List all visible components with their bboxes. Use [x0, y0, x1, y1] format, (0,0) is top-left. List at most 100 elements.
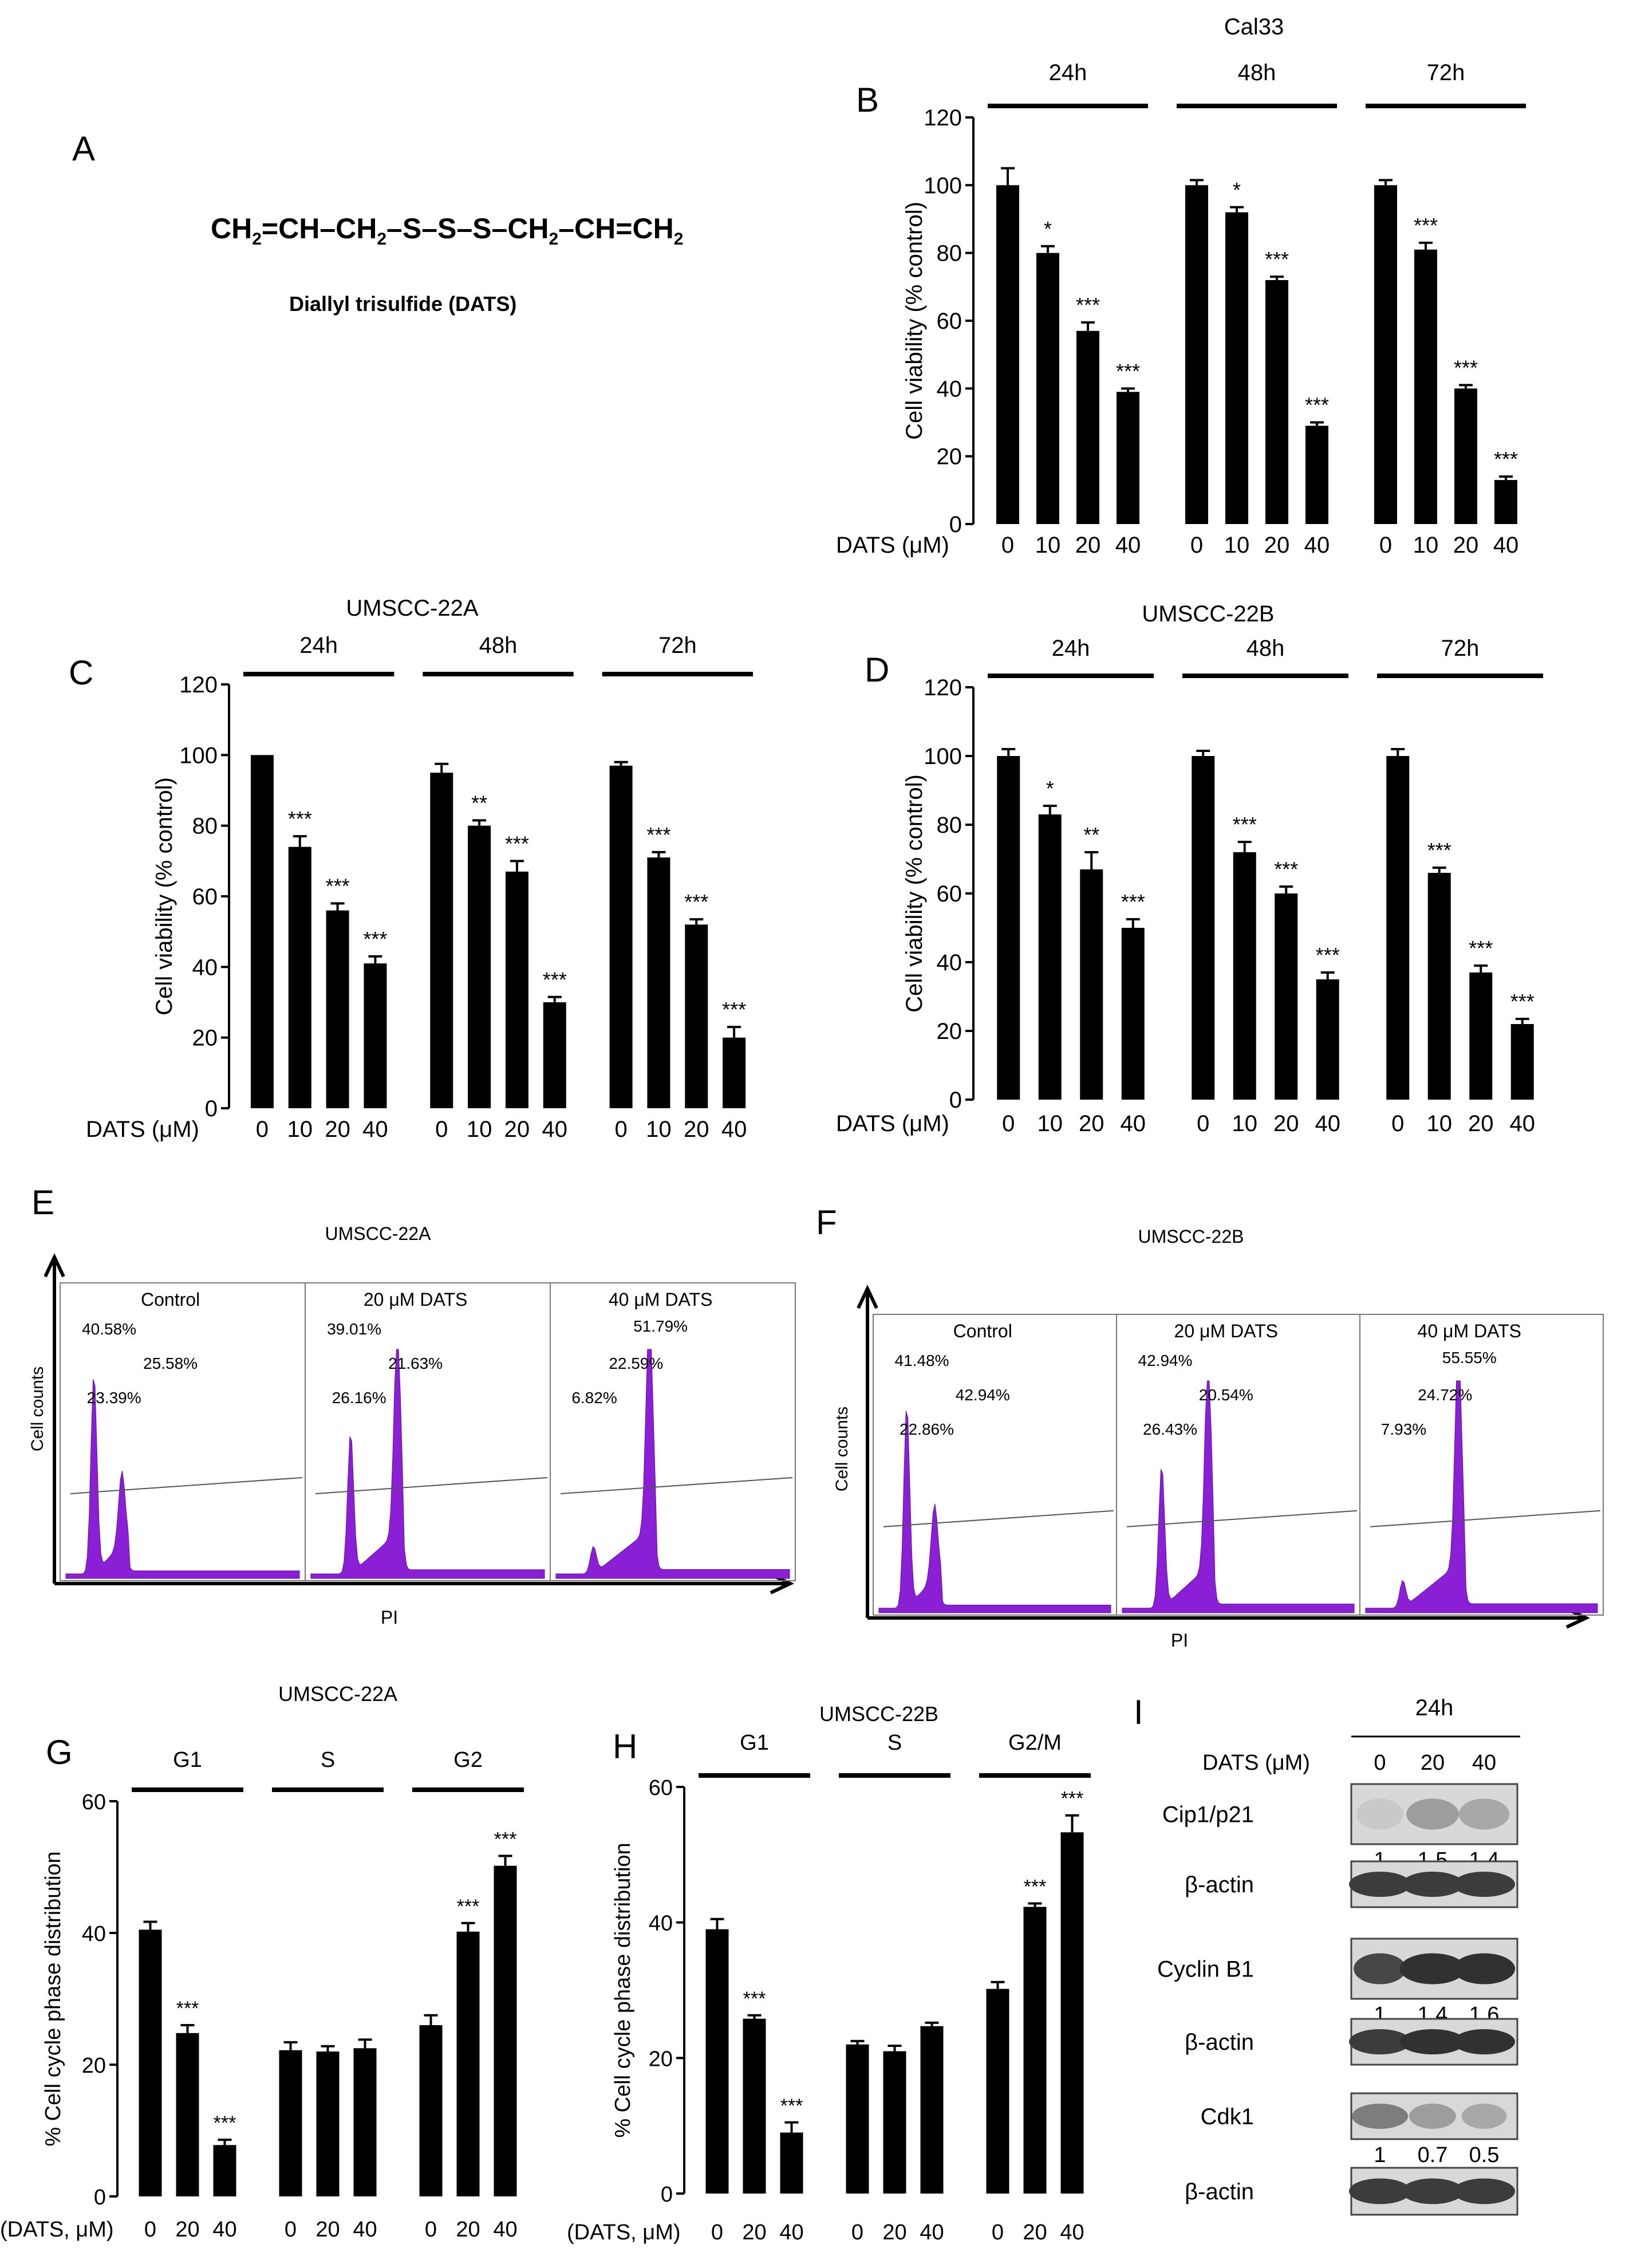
blot-band — [1453, 2178, 1515, 2204]
dats-caption: Diallyl trisulfide (DATS) — [289, 292, 517, 316]
y-tick-label: 0 — [949, 512, 962, 537]
x-tick-label: 40 — [1493, 533, 1519, 558]
x-tick-label: 0 — [425, 2218, 437, 2242]
bar — [609, 765, 633, 1108]
flow-title: UMSCC-22B — [1138, 1226, 1244, 1247]
panel-letter: F — [816, 1208, 837, 1242]
significance-marker: *** — [1024, 1876, 1047, 1898]
x-tick-label: 0 — [711, 2220, 723, 2245]
x-tick-label: 10 — [1413, 533, 1439, 558]
bar — [997, 756, 1020, 1100]
blot-band — [1351, 2104, 1409, 2129]
significance-marker: *** — [1427, 838, 1451, 862]
group-label: G2/M — [1008, 1731, 1062, 1755]
bar — [1510, 1024, 1534, 1100]
y-tick-label: 40 — [82, 1922, 106, 1946]
bar — [1275, 893, 1298, 1100]
x-tick-label: 40 — [779, 2220, 803, 2245]
significance-marker: *** — [1305, 393, 1329, 417]
x-tick-label: 20 — [1023, 2220, 1047, 2245]
subpanel-label: 40 μM DATS — [609, 1289, 712, 1310]
histogram-frame — [60, 1282, 796, 1581]
group-label: G1 — [173, 1748, 202, 1772]
x-tick-label: 20 — [1264, 533, 1290, 558]
x-tick-label: 40 — [1115, 533, 1141, 558]
bar — [1225, 212, 1248, 525]
y-axis-label: Cell viability (% control) — [902, 202, 927, 440]
phase-percent: 26.43% — [1143, 1420, 1197, 1438]
dats-formula: CH2=CH–CH2–S–S–S–CH2–CH=CH2 — [211, 212, 683, 249]
significance-marker: * — [1046, 777, 1054, 800]
group-label: G2 — [453, 1748, 483, 1772]
significance-marker: ** — [471, 791, 487, 814]
dose-value: 20 — [1421, 1751, 1445, 1775]
bar — [213, 2145, 236, 2196]
bar — [353, 2048, 377, 2196]
significance-marker: *** — [457, 1896, 480, 1917]
x-tick-label: 20 — [325, 1117, 350, 1142]
x-tick-label: 20 — [175, 2218, 199, 2242]
group-label: S — [321, 1748, 335, 1772]
phase-percent: 20.54% — [1199, 1386, 1253, 1404]
bar — [494, 1865, 517, 2196]
subpanel-label: Control — [953, 1321, 1012, 1341]
blot-band — [1453, 1953, 1515, 1984]
significance-marker: *** — [543, 968, 567, 991]
phase-percent: 41.48% — [895, 1352, 949, 1369]
histogram — [65, 1379, 300, 1579]
significance-marker: *** — [1076, 293, 1100, 317]
bar — [1060, 1832, 1084, 2194]
bar — [543, 1002, 566, 1108]
bar — [846, 2044, 869, 2194]
flow-x-label: PI — [381, 1607, 398, 1627]
bar — [1036, 253, 1059, 524]
y-tick-label: 0 — [661, 2183, 673, 2207]
histogram — [310, 1349, 545, 1579]
blot-label: Cdk1 — [1201, 2104, 1254, 2129]
y-tick-label: 100 — [179, 743, 218, 768]
significance-marker: *** — [646, 823, 670, 846]
blot-band — [1356, 1798, 1403, 1830]
x-tick-label: 20 — [882, 2220, 906, 2245]
bar — [685, 924, 708, 1108]
blot-band — [1406, 1798, 1459, 1830]
blot-band — [1409, 2104, 1456, 2129]
gate-line — [70, 1477, 303, 1494]
y-tick-label: 0 — [949, 1088, 962, 1113]
y-arrowhead — [44, 1253, 65, 1278]
bar — [723, 1037, 746, 1108]
group-label: 48h — [1247, 636, 1285, 661]
x-axis-label: DATS (μM) — [836, 533, 949, 558]
phase-percent: 26.16% — [332, 1389, 386, 1407]
significance-marker: *** — [214, 2112, 236, 2134]
formula-part: 2 — [377, 230, 387, 249]
y-tick-label: 40 — [937, 950, 963, 975]
significance-marker: *** — [1414, 214, 1438, 237]
blot-label: β-actin — [1185, 2179, 1254, 2204]
y-axis-label: Cell viability (% control) — [902, 774, 927, 1013]
blot-band — [1349, 2029, 1411, 2054]
gate-line — [315, 1477, 548, 1494]
significance-marker: *** — [1510, 990, 1535, 1013]
bar — [986, 1989, 1009, 2194]
x-tick-label: 40 — [1060, 2220, 1084, 2245]
x-tick-label: 20 — [1468, 1111, 1494, 1136]
gate-line — [560, 1477, 793, 1494]
x-tick-label: 20 — [1075, 533, 1101, 558]
significance-marker: * — [1044, 217, 1052, 241]
bar — [1117, 392, 1139, 524]
panel-letter: H — [613, 1727, 637, 1766]
group-label: 24h — [1052, 636, 1090, 661]
chart-title: UMSCC-22B — [819, 1702, 938, 1726]
x-tick-label: 10 — [1035, 533, 1061, 558]
significance-marker: *** — [684, 890, 708, 914]
significance-marker: *** — [780, 2095, 803, 2117]
significance-marker: *** — [1265, 247, 1289, 271]
phase-percent: 22.86% — [900, 1420, 954, 1438]
bar — [1121, 928, 1145, 1100]
phase-percent: 23.39% — [87, 1389, 141, 1407]
bar — [279, 2050, 302, 2196]
dose-value: 40 — [1472, 1751, 1496, 1775]
